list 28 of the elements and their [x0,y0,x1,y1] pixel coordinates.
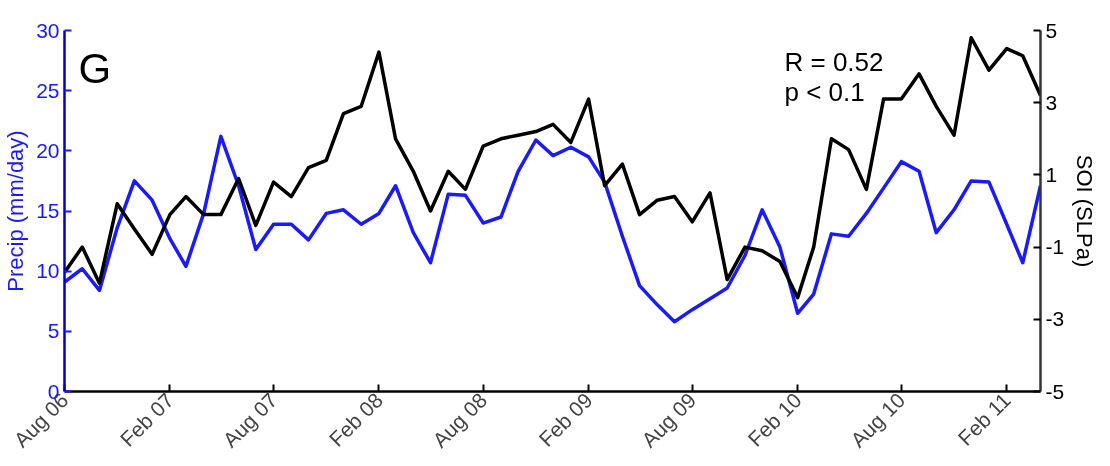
y-tick-label: 5 [47,319,60,343]
x-tick-label: Aug 10 [846,388,910,452]
x-tick-label: Feb 09 [534,388,597,451]
x-tick-label: Aug 08 [428,388,492,452]
y2-tick-label: 5 [1045,18,1058,42]
y-tick-label: 15 [36,199,60,222]
y-axis-title: Precip (mm/day) [3,130,29,292]
y2-tick-label: 1 [1045,162,1058,186]
annotation: G [78,44,112,92]
y2-tick-label: 3 [1045,90,1058,114]
annotation: R = 0.52 [784,46,884,77]
y2-tick-label: -5 [1045,379,1065,403]
annotation: p < 0.1 [784,76,865,107]
x-tick-label: Feb 08 [324,388,388,451]
y2-tick-label: -3 [1045,307,1065,331]
line-series [64,134,1041,324]
y2-tick-label: -1 [1045,235,1065,259]
x-tick-label: Feb 11 [953,388,1015,450]
x-tick-label: Aug 07 [218,388,282,452]
y-tick-label: 20 [36,138,60,162]
y-tick-label: 10 [36,259,60,283]
line-series [64,35,1041,300]
y-tick-label: 25 [36,78,60,102]
x-tick-label: Aug 09 [637,388,701,452]
y2-axis-title: SOI (SLPa) [1072,154,1098,268]
x-tick-label: Feb 10 [743,388,806,451]
y-tick-label: 30 [36,18,60,42]
x-tick-label: Feb 07 [115,388,179,451]
